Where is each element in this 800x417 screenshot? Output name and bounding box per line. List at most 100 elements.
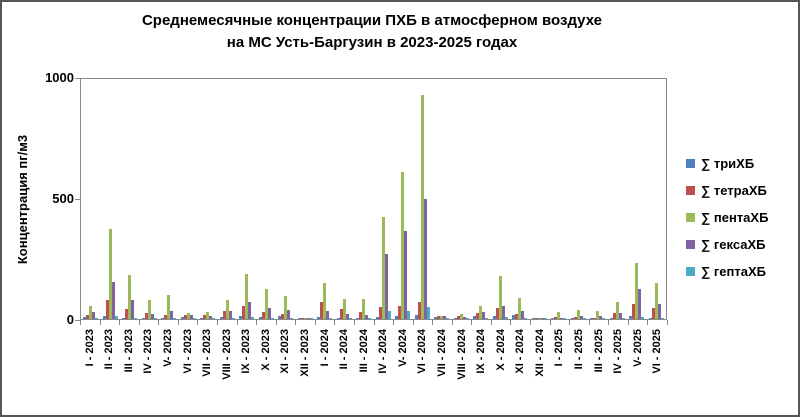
- x-tick-mark: [608, 320, 610, 325]
- bar-s4-c21: [504, 317, 508, 319]
- x-tick-mark: [412, 320, 414, 325]
- legend-swatch-icon: [686, 159, 695, 168]
- x-tick-mark: [627, 320, 629, 325]
- bar-s2-c26: [596, 311, 600, 319]
- bar-s2-c18: [440, 316, 444, 319]
- bar-s3-c9: [267, 308, 271, 319]
- bar-group-16: [374, 79, 394, 319]
- bar-s3-c3: [150, 314, 154, 319]
- bar-s4-c23: [543, 318, 547, 319]
- bar-s1-c15: [378, 307, 382, 319]
- bar-s0-c14: [356, 318, 360, 319]
- bar-s3-c21: [501, 306, 505, 319]
- bar-s4-c29: [660, 318, 664, 319]
- bar-s3-c19: [462, 317, 466, 319]
- x-tick-mark: [119, 320, 121, 325]
- bar-s2-c15: [381, 217, 385, 319]
- bar-s4-c26: [602, 318, 606, 319]
- x-axis-label-text: IV - 2023: [142, 329, 155, 374]
- x-axis-label-text: VI - 2025: [651, 329, 664, 374]
- legend-item-5: ∑ гептаХБ: [686, 258, 768, 285]
- bar-s2-c0: [89, 306, 93, 319]
- legend-label: ∑ триХБ: [701, 156, 755, 171]
- bar-s2-c7: [225, 300, 229, 319]
- legend-label: ∑ тетраХБ: [701, 183, 767, 198]
- bar-s0-c29: [648, 318, 652, 319]
- x-axis-label-text: I - 2023: [83, 329, 96, 367]
- bar-group-11: [276, 79, 296, 319]
- bar-s2-c21: [498, 276, 502, 319]
- y-tick-mark: [75, 199, 80, 200]
- x-axis-label-text: IV - 2024: [377, 329, 390, 374]
- chart-title-line2: на МС Усть-Баргузин в 2023-2025 годах: [226, 34, 518, 51]
- bar-group-21: [471, 79, 491, 319]
- bar-s1-c10: [281, 314, 285, 319]
- bar-group-9: [237, 79, 257, 319]
- x-tick-mark: [334, 320, 336, 325]
- legend-swatch-icon: [686, 267, 695, 276]
- bar-s2-c19: [459, 314, 463, 319]
- bar-s4-c17: [426, 307, 430, 319]
- bar-s1-c13: [339, 309, 343, 319]
- bar-s2-c2: [128, 275, 132, 319]
- bar-s0-c24: [551, 318, 555, 319]
- bar-group-4: [140, 79, 160, 319]
- bar-s1-c12: [320, 302, 324, 319]
- bar-s1-c7: [222, 311, 226, 319]
- bar-s4-c16: [407, 311, 411, 319]
- x-tick-mark: [99, 320, 101, 325]
- bar-s1-c5: [183, 315, 187, 319]
- y-tick-label: 0: [66, 312, 74, 327]
- y-tick-label: 500: [52, 191, 74, 206]
- bar-s0-c10: [278, 316, 282, 319]
- bar-s1-c22: [515, 314, 519, 319]
- x-axis-label-text: X - 2023: [259, 329, 272, 371]
- legend-swatch-icon: [686, 213, 695, 222]
- bar-s3-c1: [111, 282, 115, 319]
- legend-label: ∑ гексаХБ: [701, 237, 766, 252]
- x-tick-mark: [216, 320, 218, 325]
- bar-s4-c4: [173, 318, 177, 319]
- bar-s0-c25: [570, 318, 574, 319]
- x-tick-mark: [569, 320, 571, 325]
- x-axis-label-text: II - 2024: [338, 329, 351, 370]
- bar-s2-c6: [206, 312, 210, 319]
- bar-s0-c27: [609, 318, 613, 319]
- plot-area: [80, 78, 667, 320]
- bar-s3-c29: [657, 304, 661, 319]
- bar-s1-c11: [300, 318, 304, 319]
- bar-s1-c18: [437, 316, 441, 319]
- bar-s3-c15: [384, 254, 388, 319]
- bar-s2-c25: [576, 310, 580, 319]
- bar-s3-c25: [579, 316, 583, 319]
- bar-group-5: [159, 79, 179, 319]
- bar-s0-c0: [83, 317, 87, 319]
- bar-s1-c26: [593, 318, 597, 319]
- y-tick-mark: [75, 320, 80, 321]
- x-axis-label-text: V- 2025: [631, 329, 644, 367]
- bar-group-12: [296, 79, 316, 319]
- legend-label: ∑ гептаХБ: [701, 264, 766, 279]
- bar-group-22: [491, 79, 511, 319]
- bar-group-17: [393, 79, 413, 319]
- bar-group-29: [627, 79, 647, 319]
- bar-s1-c23: [534, 318, 538, 319]
- bar-s4-c8: [251, 317, 255, 319]
- bar-group-19: [432, 79, 452, 319]
- bar-s2-c9: [264, 289, 268, 319]
- bar-s0-c22: [512, 315, 516, 319]
- x-tick-mark: [451, 320, 453, 325]
- x-axis-label-text: IX - 2024: [475, 329, 488, 374]
- bar-s4-c2: [134, 318, 138, 319]
- bar-s0-c28: [629, 316, 633, 319]
- bar-s0-c1: [102, 316, 106, 319]
- x-tick-mark: [530, 320, 532, 325]
- bar-s0-c17: [414, 315, 418, 319]
- bar-s3-c22: [521, 311, 525, 319]
- bar-s3-c20: [482, 312, 486, 319]
- legend: ∑ триХБ ∑ тетраХБ ∑ пентаХБ ∑ гексаХБ ∑ гепт…: [686, 150, 768, 285]
- bar-s0-c7: [219, 317, 223, 319]
- bar-s3-c13: [345, 314, 349, 319]
- bar-s3-c6: [209, 316, 213, 319]
